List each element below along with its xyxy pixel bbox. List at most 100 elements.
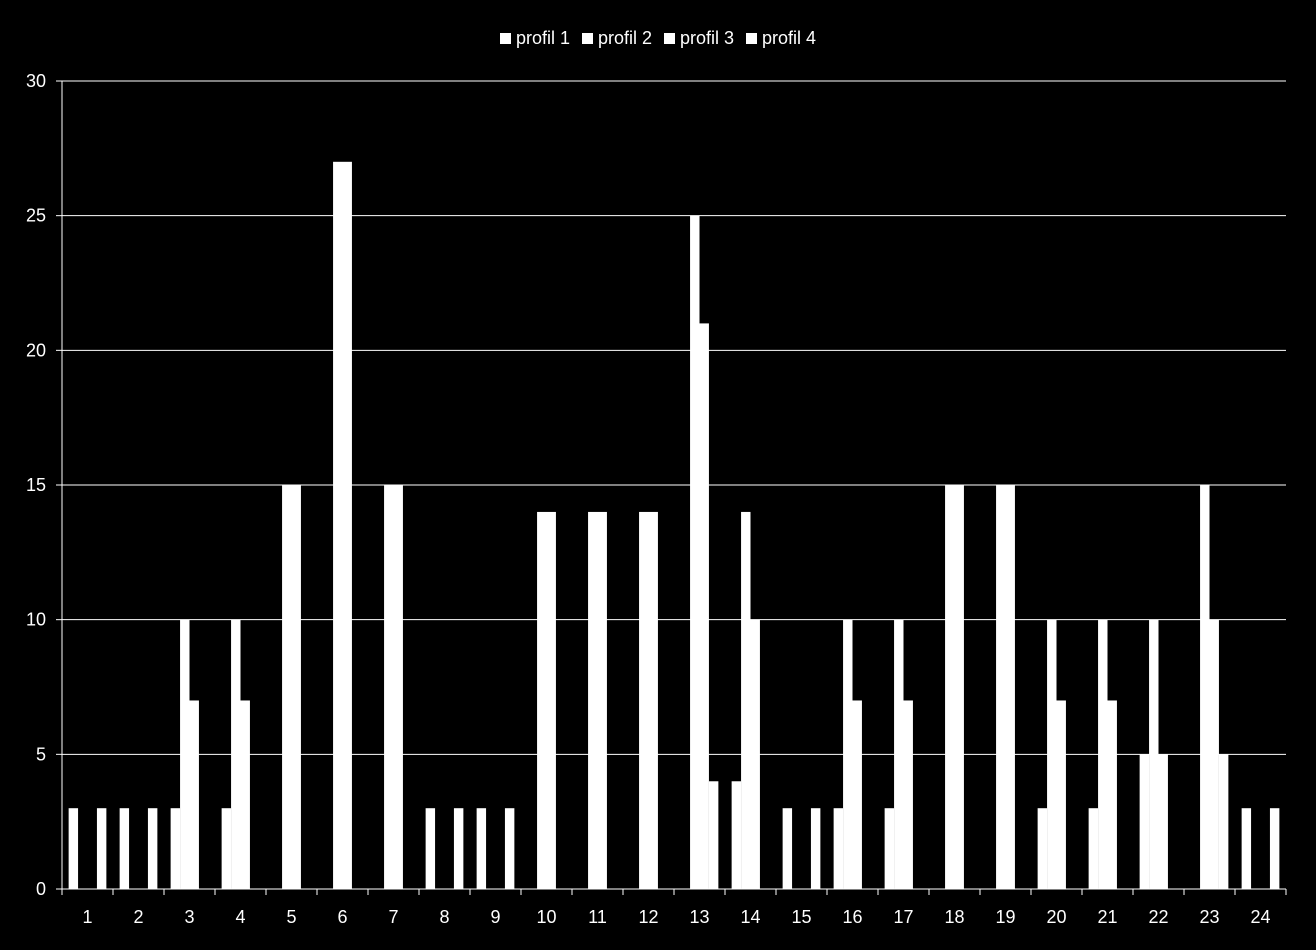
legend-swatch: [664, 33, 675, 44]
x-tick-label: 6: [337, 907, 347, 927]
x-tick-label: 14: [740, 907, 760, 927]
legend-swatch: [499, 33, 511, 44]
bar-profil-2: [282, 485, 292, 889]
x-tick-label: 3: [184, 907, 194, 927]
bar-profil-3: [1107, 700, 1117, 889]
bar-profil-2: [537, 511, 547, 889]
legend-label: profil 1: [515, 28, 570, 48]
bar-profil-1: [170, 808, 181, 889]
bar-profil-2: [945, 485, 955, 889]
bar-profil-3: [852, 700, 862, 889]
x-tick-label: 24: [1250, 907, 1270, 927]
bar-profil-3: [1209, 619, 1219, 889]
bar-profil-4: [96, 808, 107, 889]
bar-profil-2: [180, 619, 190, 889]
y-tick-label: 30: [26, 71, 46, 91]
x-tick-label: 20: [1046, 907, 1066, 927]
bar-profil-1: [884, 808, 895, 889]
bar-profil-3: [750, 619, 760, 889]
bar-profil-3: [903, 700, 913, 889]
x-tick-label: 7: [388, 907, 398, 927]
bar-profil-2: [1149, 619, 1159, 889]
bar-profil-1: [119, 808, 130, 889]
bar-profil-1: [221, 808, 232, 889]
legend-item: profil 2: [581, 28, 652, 49]
bar-profil-2: [741, 511, 751, 889]
bar-profil-1: [731, 781, 742, 889]
x-tick-label: 12: [638, 907, 658, 927]
bar-profil-3: [648, 511, 658, 889]
bar-profil-1: [1139, 754, 1150, 889]
x-tick-label: 15: [791, 907, 811, 927]
bar-profil-1: [68, 808, 79, 889]
bar-profil-3: [291, 485, 301, 889]
bar-profil-2: [588, 511, 598, 889]
bar-profil-2: [894, 619, 904, 889]
x-tick-label: 21: [1097, 907, 1117, 927]
bar-profil-4: [1269, 808, 1280, 889]
x-tick-label: 1: [82, 907, 92, 927]
x-tick-label: 23: [1199, 907, 1219, 927]
legend-item: profil 1: [499, 28, 570, 49]
bar-profil-4: [810, 808, 821, 889]
x-tick-label: 17: [893, 907, 913, 927]
bar-profil-3: [1158, 754, 1168, 889]
bar-profil-4: [708, 781, 719, 889]
x-tick-label: 8: [439, 907, 449, 927]
y-tick-label: 15: [26, 475, 46, 495]
x-tick-label: 11: [588, 907, 607, 927]
bar-profil-2: [639, 511, 649, 889]
x-tick-label: 10: [536, 907, 556, 927]
bar-profil-1: [833, 808, 844, 889]
bar-profil-1: [1088, 808, 1099, 889]
x-tick-label: 2: [133, 907, 143, 927]
bar-profil-1: [476, 808, 487, 889]
bar-profil-1: [1037, 808, 1048, 889]
x-tick-label: 18: [944, 907, 964, 927]
bar-profil-4: [453, 808, 464, 889]
y-tick-label: 0: [36, 879, 46, 899]
legend-label: profil 2: [597, 28, 652, 48]
x-tick-label: 13: [689, 907, 709, 927]
bar-profil-3: [954, 485, 964, 889]
legend-item: profil 3: [664, 28, 734, 49]
bar-profil-2: [231, 619, 241, 889]
y-tick-label: 20: [26, 340, 46, 360]
legend-item: profil 4: [746, 28, 816, 49]
x-tick-label: 5: [286, 907, 296, 927]
legend-swatch: [581, 33, 593, 44]
legend-swatch: [746, 33, 758, 44]
bar-profil-3: [546, 511, 556, 889]
x-tick-label: 22: [1148, 907, 1168, 927]
y-tick-label: 10: [26, 610, 46, 630]
bar-profil-2: [1047, 619, 1057, 889]
bar-profil-2: [1200, 485, 1210, 889]
legend-label: profil 4: [762, 28, 817, 48]
bar-profil-3: [189, 700, 199, 889]
bar-profil-3: [1056, 700, 1066, 889]
bar-profil-2: [996, 485, 1006, 889]
bar-profil-4: [147, 808, 158, 889]
bar-profil-4: [504, 808, 515, 889]
bar-profil-3: [342, 161, 352, 890]
y-tick-label: 25: [26, 206, 46, 226]
chart-legend: profil 1 profil 2 profil 3 profil 4: [0, 28, 1316, 49]
legend-label: profil 3: [680, 28, 735, 48]
x-tick-label: 9: [490, 907, 500, 927]
y-tick-label: 5: [36, 744, 46, 764]
bar-profil-2: [333, 161, 343, 890]
bar-profil-3: [699, 323, 709, 889]
bar-profil-4: [1218, 754, 1229, 889]
bar-profil-3: [1005, 485, 1015, 889]
x-tick-label: 19: [995, 907, 1015, 927]
bar-profil-3: [393, 485, 403, 889]
bar-profil-1: [1241, 808, 1252, 889]
x-tick-label: 4: [235, 907, 245, 927]
bar-profil-1: [782, 808, 793, 889]
x-tick-label: 16: [842, 907, 862, 927]
bar-profil-2: [384, 485, 394, 889]
bar-profil-2: [690, 215, 700, 889]
bar-profil-1: [425, 808, 436, 889]
bar-profil-2: [1098, 619, 1108, 889]
